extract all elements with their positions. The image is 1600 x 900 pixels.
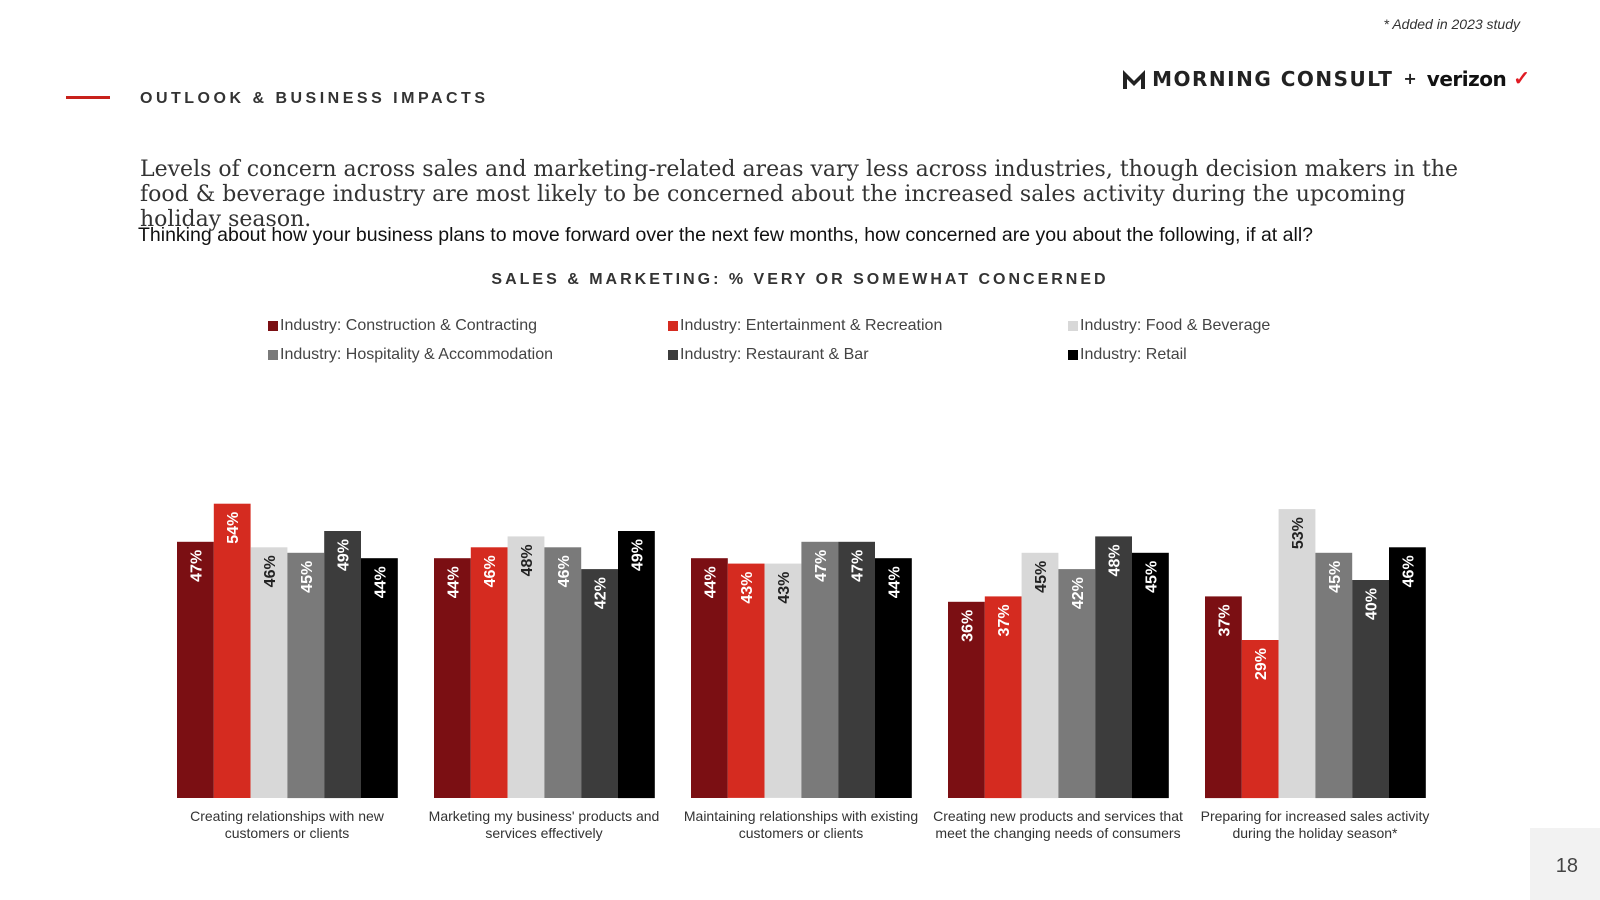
data-label: 42% (593, 577, 610, 609)
category-label: Maintaining relationships with existing … (683, 808, 919, 841)
data-label: 47% (188, 550, 205, 582)
data-label: 47% (850, 550, 867, 582)
category-label: Creating new products and services that … (933, 808, 1183, 841)
bar (177, 541, 214, 798)
bar (434, 558, 471, 798)
bar (801, 541, 839, 798)
data-label: 49% (629, 539, 646, 571)
bar (984, 596, 1022, 799)
legend-swatch (668, 321, 678, 331)
data-label: 42% (1070, 577, 1087, 609)
data-label: 47% (813, 550, 830, 582)
data-label: 44% (702, 566, 719, 598)
legend-swatch (1068, 350, 1078, 360)
verizon-check-icon: ✓ (1513, 68, 1530, 90)
legend-label: Industry: Hospitality & Accommodation (280, 346, 554, 363)
bar (324, 531, 361, 799)
bar (213, 503, 251, 798)
bar (875, 558, 912, 798)
bar (1352, 580, 1389, 798)
data-label: 43% (739, 572, 756, 604)
data-label: 44% (886, 566, 903, 598)
section-title: OUTLOOK & BUSINESS IMPACTS (140, 90, 489, 107)
legend-item-retail: Industry: Retail (1068, 346, 1468, 364)
legend-swatch (1068, 321, 1078, 331)
section-accent-line (66, 96, 110, 99)
chart-title: SALES & MARKETING: % VERY OR SOMEWHAT CO… (491, 271, 1109, 288)
bar (727, 563, 765, 798)
data-label: 49% (336, 539, 353, 571)
page-number: 18 (1555, 855, 1578, 877)
data-label: 46% (556, 555, 573, 587)
data-label: 45% (299, 561, 316, 593)
chart-legend: Industry: Construction & Contracting Ind… (268, 317, 1468, 364)
data-label: 44% (372, 566, 389, 598)
bar (581, 569, 618, 798)
bar (764, 563, 802, 798)
logo-partner-text: verizon (1426, 66, 1507, 91)
bar (361, 558, 398, 798)
data-label: 37% (1216, 604, 1233, 636)
data-label: 48% (1107, 544, 1124, 576)
category-label: Creating relationships with new customer… (190, 808, 384, 841)
logo: MORNING CONSULT + verizon ✓ (1122, 66, 1530, 91)
data-label: 40% (1364, 588, 1381, 620)
legend-label: Industry: Food & Beverage (1080, 317, 1271, 334)
logo-plus: + (1403, 69, 1417, 88)
bar (250, 547, 288, 798)
data-label: 46% (262, 555, 279, 587)
data-label: 46% (482, 555, 499, 587)
bar (1058, 569, 1096, 798)
logo-brand-text: MORNING CONSULT (1152, 66, 1394, 91)
page-number-box (1530, 828, 1600, 900)
category-label: Preparing for increased sales activity d… (1200, 808, 1430, 841)
study-note: * Added in 2023 study (1383, 16, 1520, 32)
bar (1241, 640, 1279, 799)
survey-question: Thinking about how your business plans t… (138, 224, 1313, 246)
category-label: Marketing my business' products and serv… (428, 808, 660, 841)
data-label: 45% (1327, 561, 1344, 593)
data-label: 53% (1290, 517, 1307, 549)
bar (618, 531, 655, 799)
bar (1021, 552, 1059, 799)
legend-swatch (268, 350, 278, 360)
data-label: 43% (776, 572, 793, 604)
data-label: 44% (445, 566, 462, 598)
headline: Levels of concern across sales and marke… (140, 157, 1459, 232)
bar (287, 552, 325, 799)
data-label: 46% (1400, 555, 1417, 587)
morning-consult-logo-icon (1123, 69, 1146, 89)
legend-label: Industry: Construction & Contracting (280, 317, 538, 334)
legend-item-hospitality: Industry: Hospitality & Accommodation (268, 346, 668, 364)
legend-label: Industry: Restaurant & Bar (680, 346, 869, 363)
legend-item-entertainment: Industry: Entertainment & Recreation (668, 317, 1068, 335)
data-label: 36% (959, 610, 976, 642)
legend-label: Industry: Entertainment & Recreation (680, 317, 943, 334)
bar (470, 547, 508, 798)
legend-item-construction: Industry: Construction & Contracting (268, 317, 668, 335)
legend-swatch (268, 321, 278, 331)
bar (838, 541, 875, 798)
data-label: 45% (1143, 561, 1160, 593)
bar (507, 536, 545, 798)
legend-item-food-beverage: Industry: Food & Beverage (1068, 317, 1468, 335)
bar (691, 558, 728, 798)
data-label: 29% (1253, 648, 1270, 680)
bar (948, 601, 985, 798)
bar (1389, 547, 1426, 798)
bar (544, 547, 582, 798)
legend-item-restaurant-bar: Industry: Restaurant & Bar (668, 346, 1068, 364)
bar (1278, 509, 1316, 798)
legend-label: Industry: Retail (1080, 346, 1187, 363)
data-label: 54% (225, 512, 242, 544)
bar (1205, 596, 1242, 799)
legend-swatch (668, 350, 678, 360)
bar (1132, 552, 1169, 799)
bar (1095, 536, 1132, 798)
data-label: 37% (996, 604, 1013, 636)
bar (1315, 552, 1353, 799)
data-label: 45% (1033, 561, 1050, 593)
data-label: 48% (519, 544, 536, 576)
